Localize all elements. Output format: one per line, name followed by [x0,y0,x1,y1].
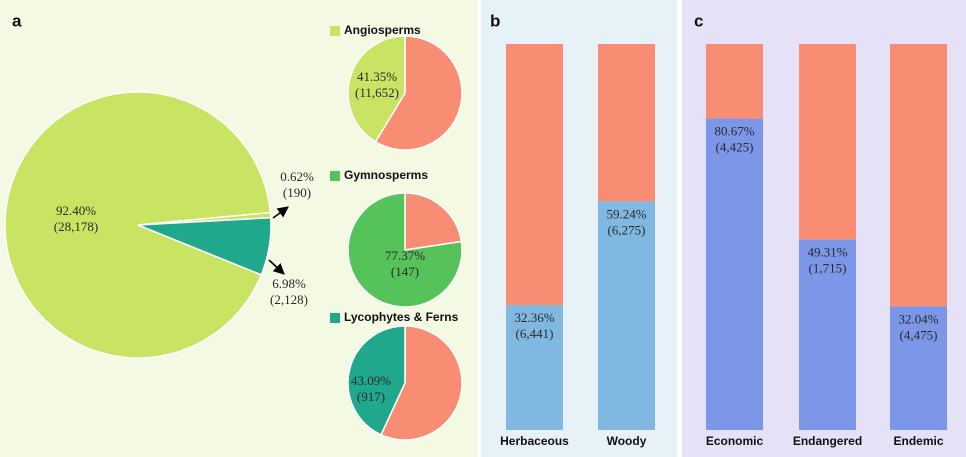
value-label: 80.67% [714,124,754,139]
arrow [272,206,289,219]
pie-slice-rest [404,192,463,251]
pie-slice [4,91,272,359]
count-label: (28,178) [54,219,98,234]
pie-slice [347,325,406,436]
pie-title: Gymnosperms [344,168,428,182]
bar-rest [706,44,763,119]
bar [706,118,763,430]
bar-rest [506,44,563,306]
legend-swatch [330,313,340,323]
bar [598,201,655,430]
value-label: 6.98% [272,276,306,291]
x-tick-label: Economic [706,434,764,448]
count-label: (190) [283,185,311,200]
value-label: 43.09% [351,373,391,388]
bar-rest [799,44,856,240]
value-label: 0.62% [280,169,314,184]
value-label: 77.37% [385,248,425,263]
bar-rest [890,44,947,307]
count-label: (4,425) [716,140,754,155]
count-label: (11,652) [355,85,399,100]
arrow [268,259,285,275]
count-label: (1,715) [809,261,847,276]
count-label: (6,441) [516,326,554,341]
value-label: 32.04% [898,311,938,326]
bar-rest [598,44,655,202]
count-label: (6,275) [608,222,646,237]
pie-slice-rest [380,325,463,441]
value-label: 41.35% [357,69,397,84]
count-label: (2,128) [270,292,308,307]
bar [506,305,563,430]
value-label: 49.31% [807,245,847,260]
x-tick-label: Endangered [793,434,862,448]
value-label: 92.40% [56,203,96,218]
panel-label: b [490,11,500,30]
count-label: (147) [391,264,419,279]
panel-label: a [12,11,22,30]
bar [890,306,947,430]
x-tick-label: Endemic [893,434,943,448]
pie-slice-rest [374,35,463,151]
bar [799,239,856,430]
count-label: (917) [357,389,385,404]
pie-slice [347,35,406,143]
legend-swatch [330,171,340,181]
panel-label: c [694,11,703,30]
pie-title: Angiosperms [344,23,421,37]
legend-swatch [330,26,340,36]
pie-slice [137,216,272,276]
pie-slice [347,192,463,308]
value-label: 32.36% [514,310,554,325]
count-label: (4,475) [900,327,938,342]
x-tick-label: Woody [607,434,647,448]
value-label: 59.24% [606,206,646,221]
pie-title: Lycophytes & Ferns [344,310,459,324]
x-tick-label: Herbaceous [500,434,569,448]
